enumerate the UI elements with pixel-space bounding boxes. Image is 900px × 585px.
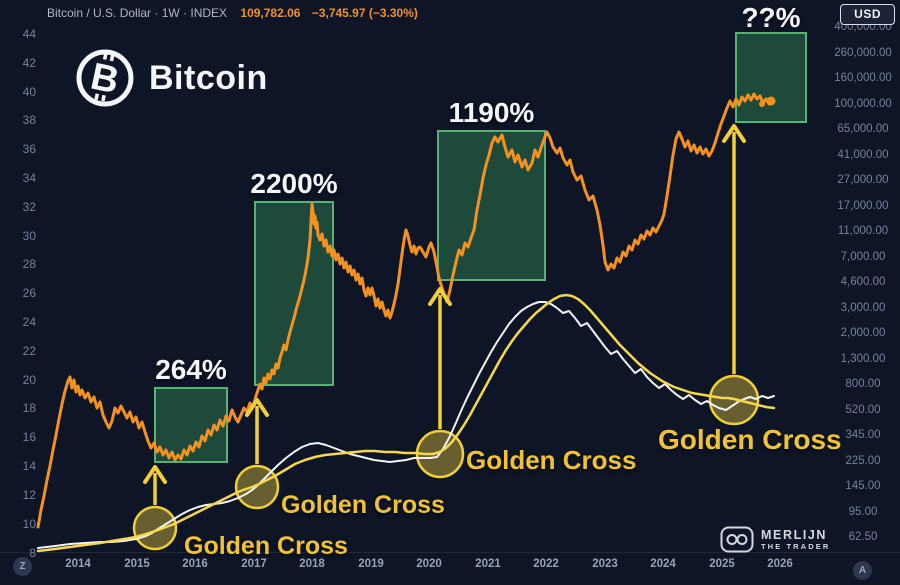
golden-cross-arrowhead <box>722 124 746 143</box>
currency-toggle-button[interactable]: USD <box>840 4 895 25</box>
price-change: −3,745.97 (−3.30%) <box>311 6 418 20</box>
bitcoin-wordmark: Bitcoin <box>149 58 268 97</box>
gain-box <box>735 32 807 123</box>
last-price-dot <box>759 101 765 107</box>
brand-name: MERLIJN <box>761 527 828 542</box>
golden-cross-arrowhead <box>143 465 167 484</box>
gain-box <box>437 130 546 281</box>
golden-cross-arrowhead <box>245 398 269 417</box>
bitcoin-watermark: B Bitcoin <box>74 47 268 109</box>
brand-subtitle: THE TRADER <box>761 542 831 551</box>
bitcoin-logo-icon: B <box>76 49 134 107</box>
merlijn-infinity-icon <box>720 526 754 553</box>
last-price-dot <box>766 96 776 106</box>
gain-box <box>254 201 334 386</box>
merlijn-branding: MERLIJN THE TRADER <box>720 526 830 553</box>
golden-cross-arrowhead <box>428 287 452 306</box>
symbol-title[interactable]: Bitcoin / U.S. Dollar · 1W · INDEX <box>47 6 228 20</box>
symbol-titlebar: Bitcoin / U.S. Dollar · 1W · INDEX 109,7… <box>47 6 418 20</box>
btc-usd-price-line <box>36 92 774 529</box>
bottom-left-badge[interactable]: Z <box>13 557 32 576</box>
golden-cross-circle <box>132 505 178 551</box>
last-price: 109,782.06 <box>240 6 301 20</box>
bottom-right-badge[interactable]: A <box>853 561 872 580</box>
slow-moving-average-line <box>36 293 776 553</box>
